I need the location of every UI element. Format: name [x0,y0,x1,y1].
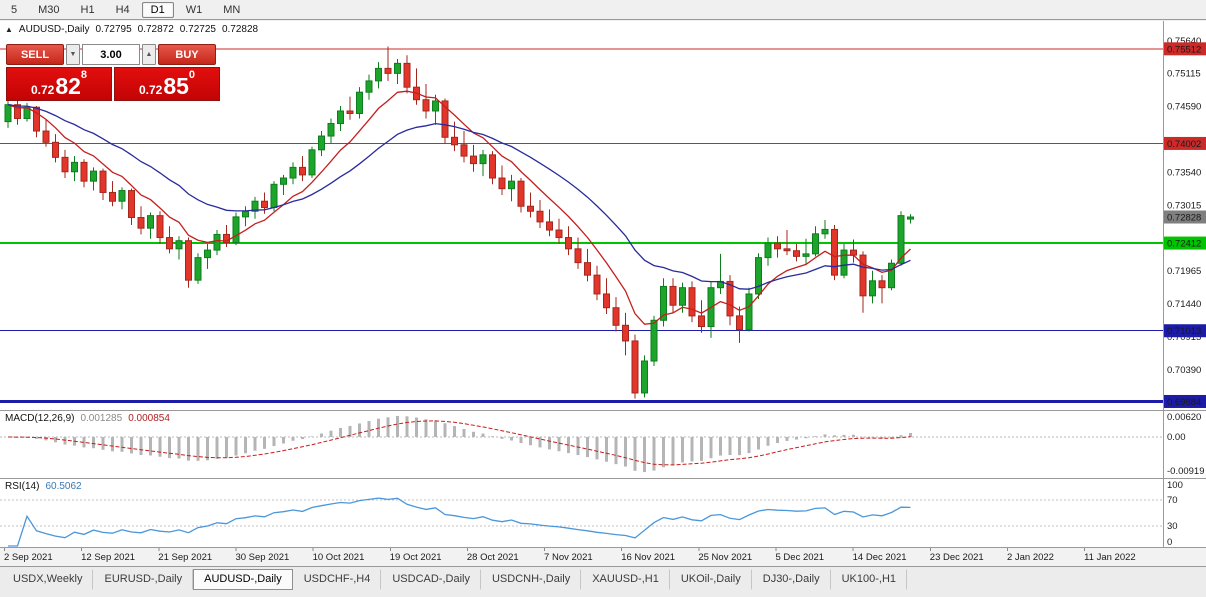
sell-button[interactable]: SELL [6,44,64,65]
date-label: 25 Nov 2021 [698,552,752,563]
date-axis: 2 Sep 2021 12 Sep 2021 21 Sep 2021 30 Sep 2… [4,548,1136,563]
price-tick-label: 0.73540 [1167,167,1201,178]
price-axis: 0.75640 0.75115 0.74590 0.73540 0.73015 0.719… [1164,36,1206,408]
timeframe-button-d1[interactable]: D1 [141,1,174,18]
date-label: 7 Nov 2021 [544,552,593,563]
triangle-up-icon: ▲ [145,51,153,58]
timeframe-button-h4[interactable]: H4 [115,3,130,16]
date-label: 30 Sep 2021 [235,552,289,563]
one-click-toggle-icon[interactable]: ▲ [5,24,13,34]
ohlc-close: 0.72828 [221,24,259,35]
panel-frames [0,21,1206,548]
date-label: 2 Jan 2022 [1007,552,1054,563]
symbol-period-label: AUDUSD-,Daily [18,24,90,35]
sell-price-pipette: 8 [80,69,88,81]
macd-tick-label: -0.00919 [1167,466,1205,477]
moving-averages-layer [7,90,911,325]
date-label: 16 Nov 2021 [621,552,675,563]
date-label: 14 Dec 2021 [853,552,907,563]
chart-tab-usdchf-h4[interactable]: USDCHF-,H4 [293,569,382,590]
volume-increase-button[interactable]: ▲ [142,44,156,65]
chart-tab-dj30-daily[interactable]: DJ30-,Daily [752,569,831,590]
macd-tick-label: 0.00620 [1167,412,1201,423]
macd-tick-label: 0.00 [1167,432,1186,443]
macd-indicator-label: MACD(12,26,9) 0.001285 0.000854 [5,413,170,424]
timeframe-button-w1[interactable]: W1 [185,3,203,16]
chart-tab-uk100-h1[interactable]: UK100-,H1 [831,569,908,590]
macd-value-main: 0.001285 [80,413,123,424]
date-label: 12 Sep 2021 [81,552,135,563]
date-label: 10 Oct 2021 [313,552,365,563]
price-tick-label: 0.74590 [1167,102,1201,113]
macd-value-signal: 0.000854 [128,413,170,424]
date-label: 23 Dec 2021 [930,552,984,563]
rsi-tick-label: 70 [1167,495,1178,506]
sell-price-display[interactable]: 0.72 82 8 [6,67,112,101]
price-badge: 0.69884 [1167,397,1201,408]
ohlc-low: 0.72725 [179,24,216,35]
chart-tab-audusd-daily[interactable]: AUDUSD-,Daily [193,569,293,590]
price-tick-label: 0.71965 [1167,266,1201,277]
chart-tab-usdcnh-daily[interactable]: USDCNH-,Daily [481,569,582,590]
sell-price-prefix: 0.72 [30,83,55,97]
horizontal-lines-layer [0,48,1163,403]
ohlc-open: 0.72795 [95,24,132,35]
rsi-panel: 100 70 30 0 [0,480,1183,548]
price-badge: 0.72412 [1167,239,1201,250]
candles-layer[interactable] [4,46,914,399]
buy-price-big: 85 [163,73,189,99]
triangle-down-icon: ▼ [69,51,77,58]
timeframe-button-mn[interactable]: MN [223,3,241,16]
timeframe-toolbar: 5 M30 H1 H4 D1 W1 MN [0,0,1206,20]
sell-price-big: 82 [55,73,81,99]
rsi-tick-label: 100 [1167,480,1183,491]
rsi-tick-label: 30 [1167,521,1178,532]
date-label: 5 Dec 2021 [776,552,825,563]
buy-price-pipette: 0 [188,69,196,81]
timeframe-button-h1[interactable]: H1 [80,3,95,16]
chart-tab-usdcad-daily[interactable]: USDCAD-,Daily [381,569,481,590]
date-label: 11 Jan 2022 [1084,552,1136,563]
price-tick-label: 0.75640 [1167,36,1201,47]
chart-tab-xauusd-h1[interactable]: XAUUSD-,H1 [581,569,670,590]
price-tick-label: 0.71440 [1167,299,1201,310]
chart-tab-eurusd-daily[interactable]: EURUSD-,Daily [93,569,194,590]
rsi-tick-label: 0 [1167,537,1172,548]
date-label: 19 Oct 2021 [390,552,442,563]
buy-price-display[interactable]: 0.72 85 0 [114,67,220,101]
chart-tab-usdx-weekly[interactable]: USDX,Weekly [2,569,94,590]
price-tick-label: 0.70390 [1167,365,1201,376]
price-badge: 0.74002 [1167,139,1201,150]
chart-tabs-bar: USDX,Weekly EURUSD-,Daily AUDUSD-,Daily USD… [0,566,1206,597]
chart-symbol-title: ▲ AUDUSD-,Daily 0.72795 0.72872 0.72725 … [5,24,258,35]
macd-panel: 0.00620 0.00 -0.00919 [0,412,1205,477]
price-tick-label: 0.73015 [1167,200,1201,211]
price-badge: 0.75512 [1167,44,1201,55]
price-badge: 0.72828 [1167,213,1201,224]
price-badge: 0.71013 [1167,326,1201,337]
date-label: 2 Sep 2021 [4,552,53,563]
volume-input[interactable] [82,44,140,65]
rsi-indicator-label: RSI(14) 60.5062 [5,481,82,492]
volume-decrease-button[interactable]: ▼ [66,44,80,65]
date-label: 21 Sep 2021 [158,552,212,563]
timeframe-button-m30[interactable]: M30 [38,3,60,16]
price-tick-label: 0.70915 [1167,332,1201,343]
buy-price-prefix: 0.72 [138,83,163,97]
timeframe-button-5[interactable]: 5 [11,3,18,16]
macd-name: MACD(12,26,9) [5,413,75,424]
date-label: 28 Oct 2021 [467,552,519,563]
price-chart[interactable]: 0.75640 0.75115 0.74590 0.73540 0.73015 0.719… [0,0,1206,566]
buy-button[interactable]: BUY [158,44,216,65]
chart-tab-ukoil-daily[interactable]: UKOil-,Daily [670,569,752,590]
price-tick-label: 0.75115 [1167,69,1201,80]
ohlc-high: 0.72872 [137,24,174,35]
rsi-name: RSI(14) [5,481,40,492]
rsi-value: 60.5062 [45,481,82,492]
